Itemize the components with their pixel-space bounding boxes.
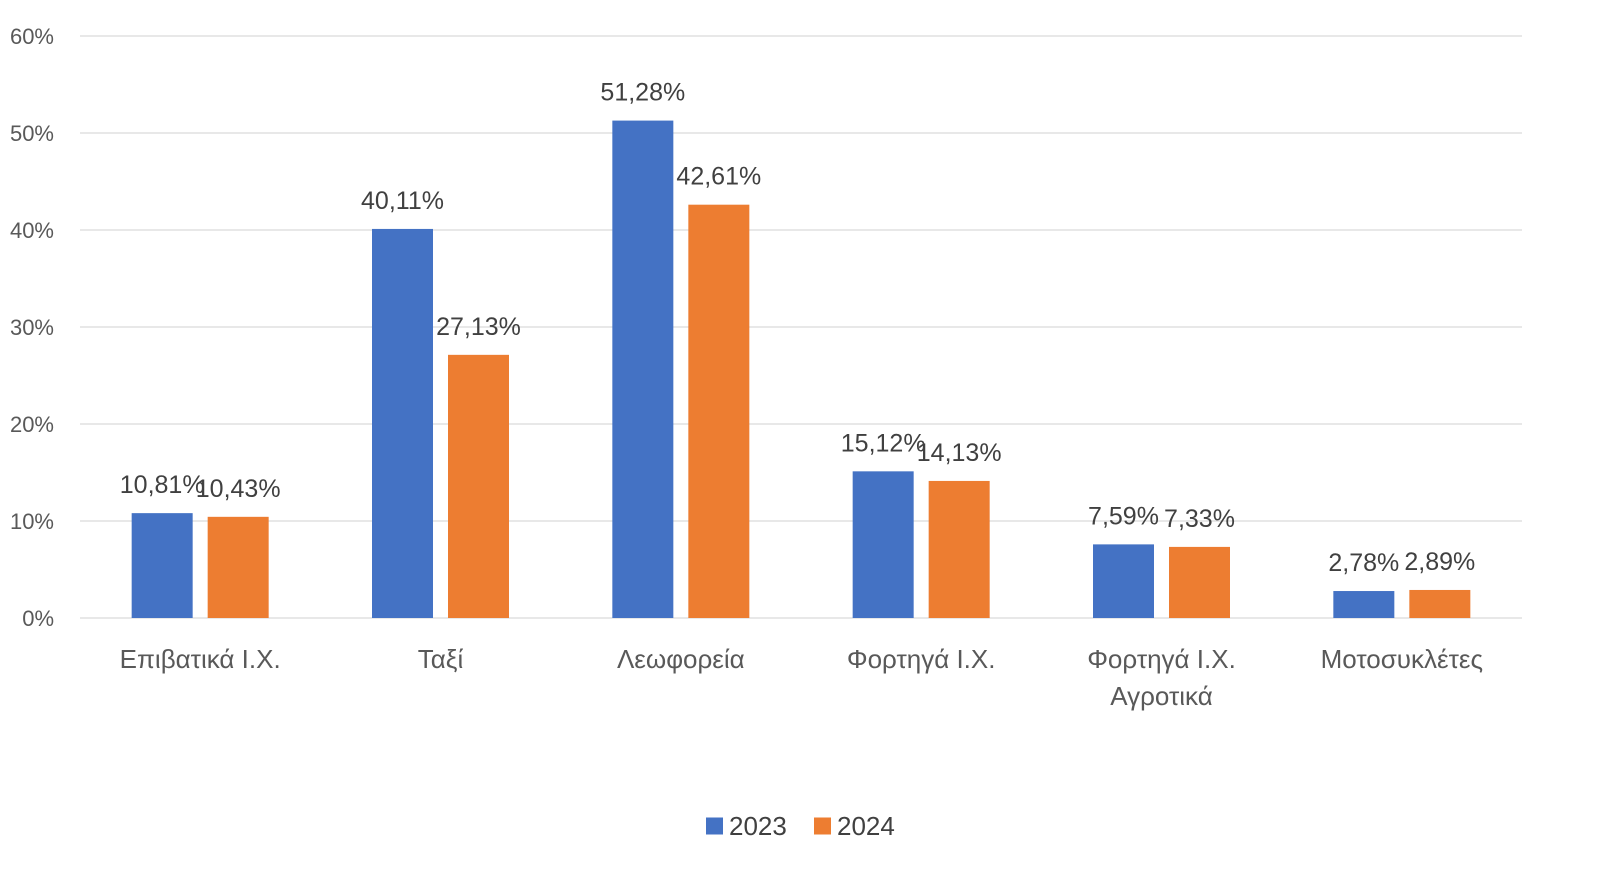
y-tick-label: 50% bbox=[10, 121, 54, 146]
y-axis-ticks: 0% 10% 20% 30% 40% 50% 60% bbox=[10, 24, 54, 631]
bar-2024-2 bbox=[688, 204, 750, 619]
data-label: 27,13% bbox=[436, 313, 521, 341]
data-label: 2,78% bbox=[1328, 549, 1399, 577]
y-tick-label: 40% bbox=[10, 218, 54, 243]
bar-2023-2 bbox=[612, 120, 674, 619]
bar-2024-3 bbox=[928, 480, 990, 618]
legend-label: 2023 bbox=[729, 811, 787, 841]
legend-swatch-2024 bbox=[814, 817, 831, 835]
data-label: 51,28% bbox=[600, 79, 685, 107]
bars bbox=[131, 120, 1471, 619]
category-label: Φορτηγά Ι.Χ. bbox=[1087, 644, 1236, 674]
data-label: 2,89% bbox=[1404, 548, 1475, 576]
bar-2023-4 bbox=[1093, 544, 1154, 618]
gridlines bbox=[80, 35, 1522, 619]
data-label: 15,12% bbox=[841, 429, 926, 457]
y-tick-label: 0% bbox=[22, 606, 54, 631]
category-label: Ταξί bbox=[418, 644, 464, 674]
data-label: 42,61% bbox=[676, 163, 761, 191]
bar-2023-1 bbox=[372, 228, 433, 619]
y-tick-label: 20% bbox=[10, 412, 54, 437]
bar-2024-5 bbox=[1409, 589, 1471, 618]
bar-2023-3 bbox=[852, 471, 914, 618]
data-labels: 10,81%10,43% 40,11% 27,13% 51,28% 42,61% 15,1… bbox=[120, 79, 1476, 577]
category-label: Αγροτικά bbox=[1110, 681, 1213, 711]
legend: 2023 2024 bbox=[706, 811, 895, 841]
bar-2024-4 bbox=[1169, 546, 1230, 618]
data-label: 14,13% bbox=[917, 439, 1002, 467]
data-label: 10,43% bbox=[196, 475, 281, 503]
y-tick-label: 30% bbox=[10, 315, 54, 340]
bar-2024-0 bbox=[207, 516, 269, 618]
data-label: 7,59% bbox=[1088, 502, 1159, 530]
category-label: Λεωφορεία bbox=[617, 644, 745, 674]
data-label: 7,33% bbox=[1164, 505, 1235, 533]
data-label: 10,81% bbox=[120, 471, 205, 499]
data-label: 40,11% bbox=[361, 187, 444, 215]
category-label: Επιβατικά Ι.Χ. bbox=[120, 644, 281, 674]
legend-label: 2024 bbox=[837, 811, 895, 841]
legend-swatch-2023 bbox=[706, 817, 723, 835]
bar-2023-0 bbox=[131, 513, 193, 618]
y-tick-label: 60% bbox=[10, 24, 54, 49]
y-tick-label: 10% bbox=[10, 509, 54, 534]
x-axis-categories: Επιβατικά Ι.Χ. Ταξί Λεωφορεία Φορτηγά Ι.Χ. Φ… bbox=[120, 644, 1483, 711]
bar-2024-1 bbox=[448, 354, 509, 618]
bar-2023-5 bbox=[1333, 591, 1395, 618]
category-label: Μοτοσυκλέτες bbox=[1321, 644, 1483, 674]
category-label: Φορτηγά Ι.Χ. bbox=[847, 644, 996, 674]
